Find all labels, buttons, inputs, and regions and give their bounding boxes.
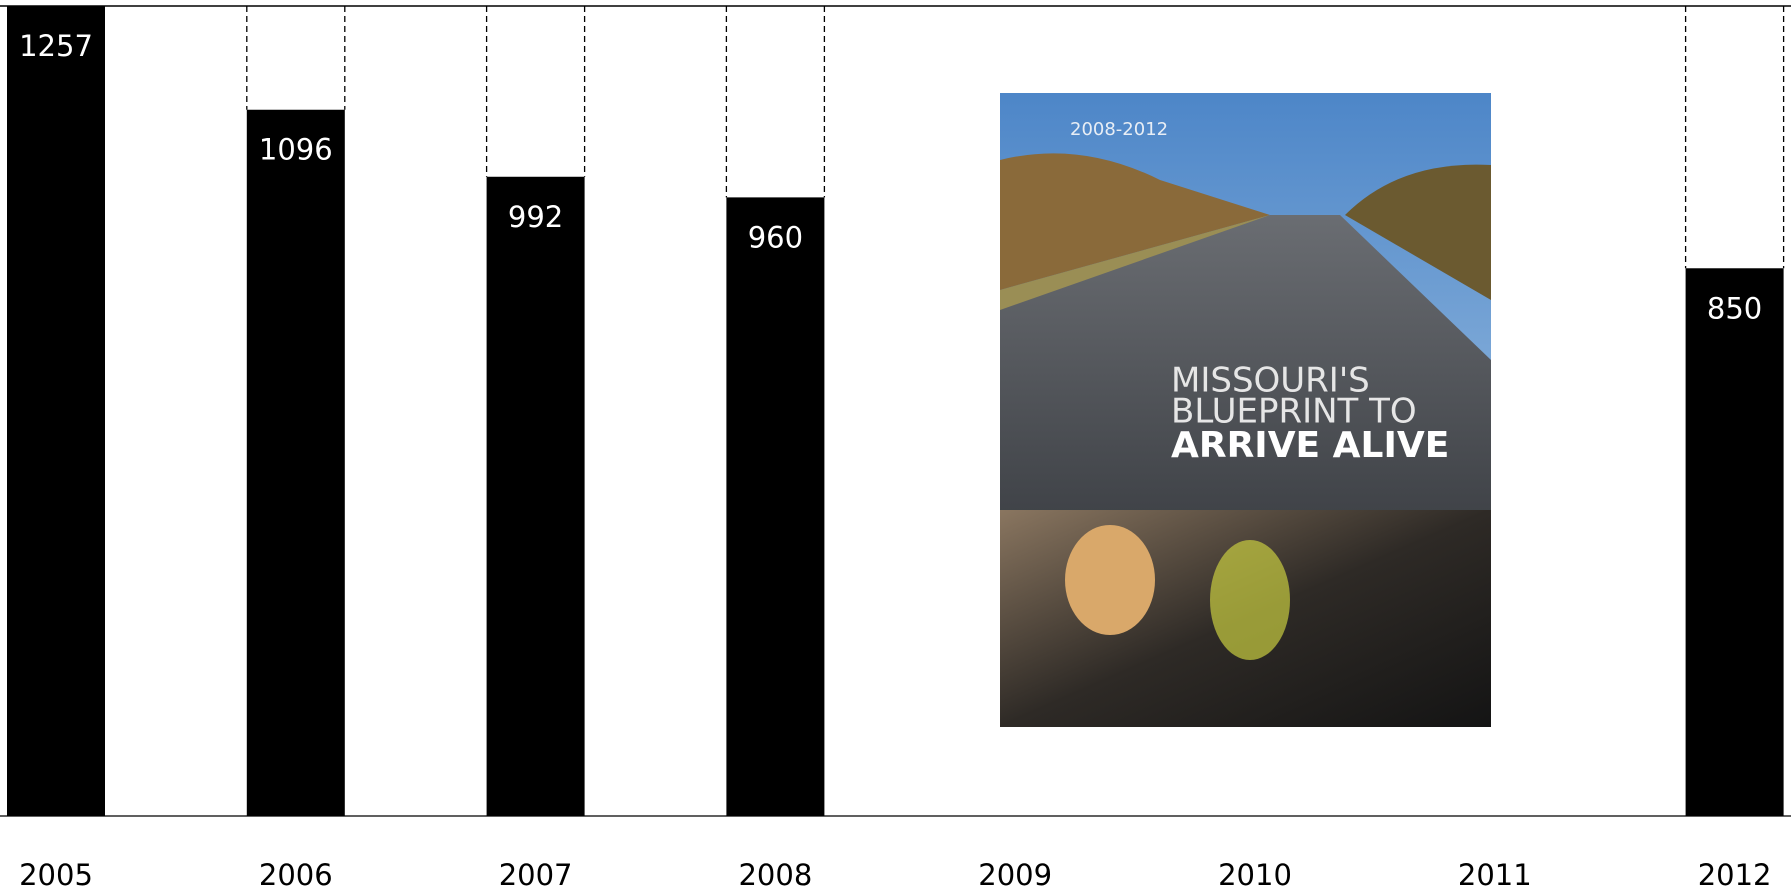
x-tick-label: 2008: [738, 858, 812, 892]
cover-title-line: ARRIVE ALIVE: [1171, 425, 1449, 466]
bar: [1686, 268, 1784, 816]
chart: 2008-2012 MISSOURI'S BLUEPRINT TO ARRIVE…: [0, 0, 1791, 896]
x-tick-label: 2005: [19, 858, 93, 892]
x-tick-label: 2009: [978, 858, 1052, 892]
page: 2008-2012 MISSOURI'S BLUEPRINT TO ARRIVE…: [0, 0, 1791, 896]
cover-years: 2008-2012: [1070, 119, 1168, 140]
cover-image: 2008-2012 MISSOURI'S BLUEPRINT TO ARRIVE…: [1000, 93, 1491, 727]
value-label: 850: [1707, 291, 1762, 325]
x-tick-label: 2011: [1458, 858, 1532, 892]
cover-officer: [1210, 540, 1290, 660]
value-label: 1257: [19, 29, 93, 63]
cover-figure: [1065, 525, 1155, 635]
bar: [726, 197, 824, 816]
value-label: 1096: [259, 133, 333, 167]
x-tick-label: 2007: [499, 858, 573, 892]
x-tick-label: 2012: [1698, 858, 1772, 892]
x-tick-label: 2006: [259, 858, 333, 892]
bar: [247, 110, 345, 816]
x-tick-label: 2010: [1218, 858, 1292, 892]
value-label: 992: [508, 200, 563, 234]
bar: [7, 6, 105, 816]
value-label: 960: [748, 220, 803, 254]
bar: [487, 177, 585, 816]
